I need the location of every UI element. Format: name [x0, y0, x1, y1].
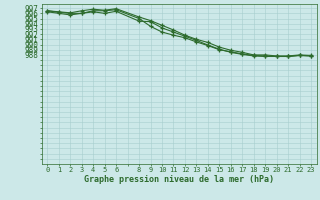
X-axis label: Graphe pression niveau de la mer (hPa): Graphe pression niveau de la mer (hPa)	[84, 175, 274, 184]
